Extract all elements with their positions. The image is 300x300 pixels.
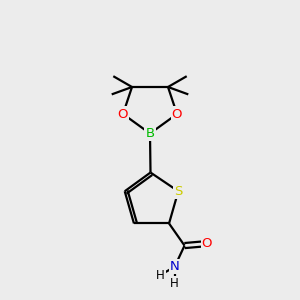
Text: H: H [170, 277, 179, 290]
Text: N: N [170, 260, 179, 273]
Text: S: S [174, 185, 182, 198]
Text: O: O [118, 107, 128, 121]
Text: O: O [202, 237, 212, 250]
Text: H: H [156, 268, 165, 281]
Text: O: O [172, 107, 182, 121]
Text: B: B [146, 127, 154, 140]
